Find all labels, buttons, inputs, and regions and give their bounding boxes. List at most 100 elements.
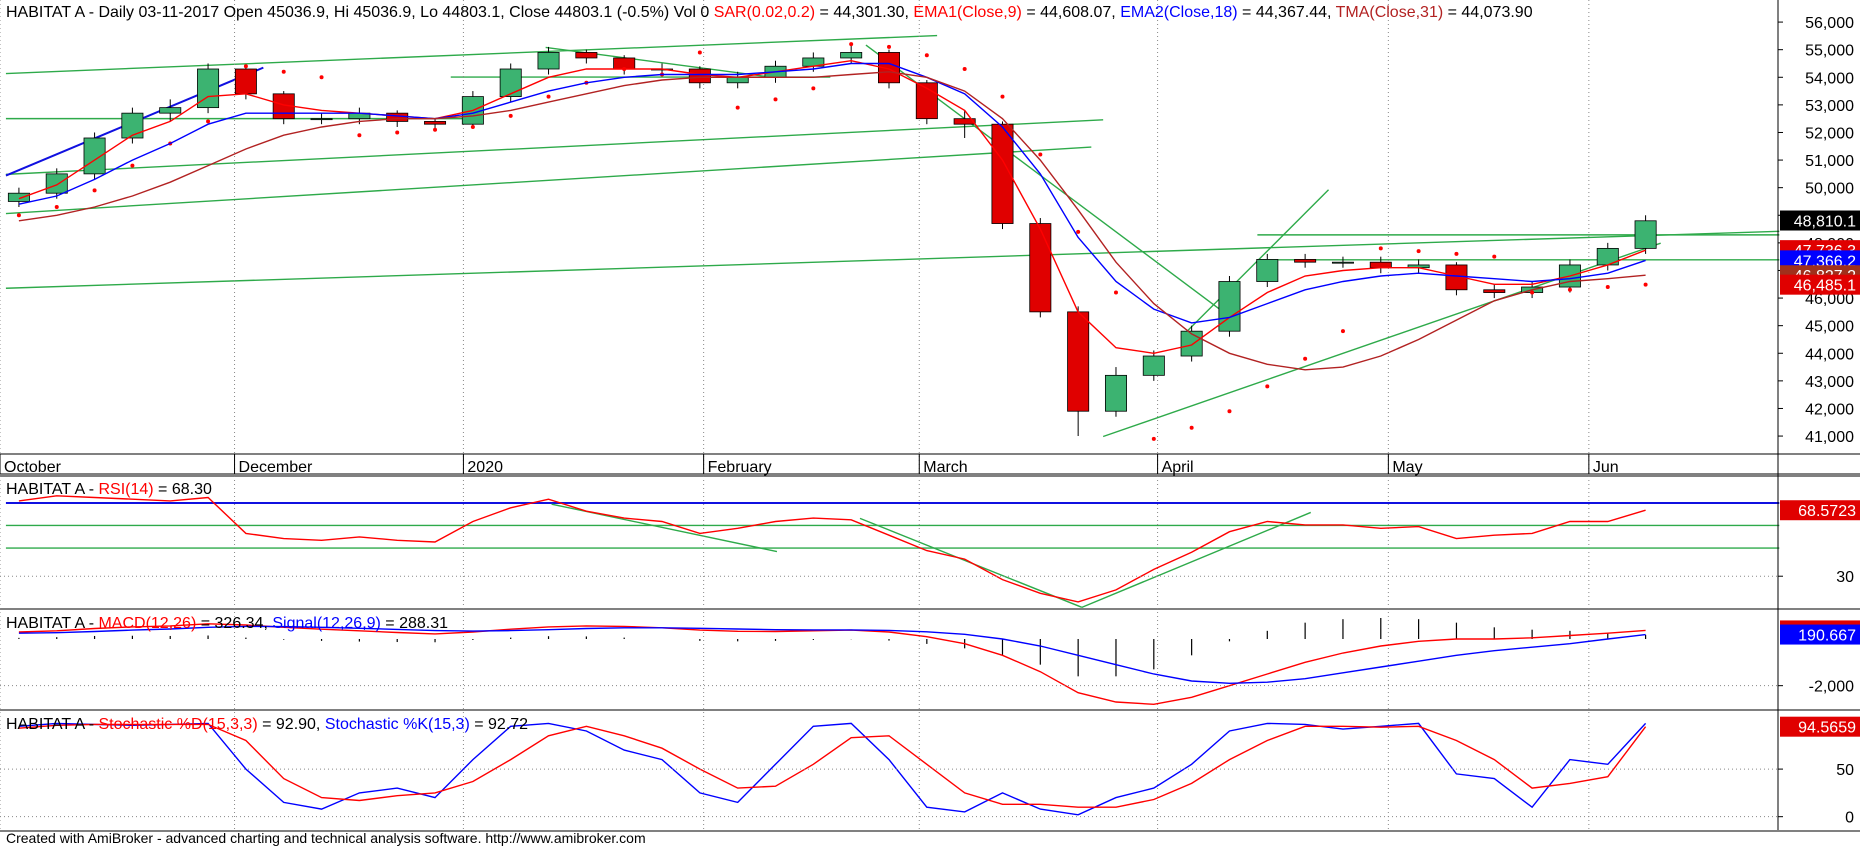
title-part: = 44,073.90 — [1443, 4, 1533, 21]
title-part: MACD(12,26) — [98, 615, 196, 632]
sar-dot — [887, 44, 891, 49]
sar-dot — [92, 188, 97, 193]
sar-dot — [1303, 356, 1308, 361]
y-tick-label: 50,000 — [1805, 181, 1854, 198]
x-tick-label: March — [923, 459, 967, 476]
sar-dot — [1454, 251, 1459, 256]
candle-body — [991, 123, 1014, 224]
panel-title: HABITAT A - Daily 03-11-2017 Open 45036.… — [6, 4, 1533, 21]
sar-dot — [924, 53, 929, 58]
sar-dot — [962, 66, 967, 71]
y-tick-label: 54,000 — [1805, 70, 1854, 87]
candle-body — [121, 112, 144, 139]
panel — [18, 722, 1647, 816]
candle-body — [499, 68, 522, 97]
series-line — [18, 71, 1646, 371]
candle-body — [1294, 259, 1317, 263]
sar-dot — [319, 75, 324, 80]
series-line — [18, 723, 1647, 808]
title-part: = 68.30 — [154, 481, 212, 498]
candle-body — [1180, 330, 1203, 357]
sar-dot — [546, 94, 551, 99]
title-part: = 44,608.07, — [1022, 4, 1120, 21]
value-badge-label: 46,485.1 — [1794, 278, 1856, 295]
sar-dot — [357, 133, 362, 138]
sar-dot — [130, 163, 135, 168]
y-tick-label: 52,000 — [1805, 125, 1854, 142]
candle-body — [575, 52, 598, 59]
sar-dot — [1605, 285, 1610, 290]
x-tick-label: February — [708, 459, 772, 476]
title-part: TMA(Close,31) — [1336, 4, 1444, 21]
sar-dot — [1567, 287, 1572, 292]
candle-body — [1331, 261, 1354, 264]
trend-line — [6, 147, 1091, 213]
candle-body — [159, 107, 182, 114]
candle-body — [83, 137, 106, 175]
series-line — [18, 59, 1646, 355]
y-tick-label: 30 — [1836, 569, 1854, 586]
title-part: RSI(14) — [98, 481, 153, 498]
footer: Created with AmiBroker - advanced charti… — [6, 830, 646, 846]
candle-body — [688, 68, 711, 84]
value-badge-label: 190.667 — [1798, 628, 1856, 645]
candle-body — [1067, 311, 1090, 412]
sar-dot — [281, 69, 286, 74]
trend-line — [6, 36, 937, 74]
title-part: = 92.90, — [258, 716, 325, 733]
series-line — [18, 62, 1646, 324]
value-badge-label: 48,810.1 — [1794, 214, 1856, 231]
y-tick-label: 43,000 — [1805, 374, 1854, 391]
y-tick-label: 46,000 — [1805, 291, 1854, 308]
sar-dot — [735, 105, 740, 110]
x-tick-label: December — [239, 459, 313, 476]
candle-body — [537, 52, 560, 70]
y-tick-label: 44,000 — [1805, 346, 1854, 363]
title-part: = 326.34, — [196, 615, 272, 632]
sar-dot — [1227, 409, 1232, 414]
x-tick-label: October — [4, 459, 62, 476]
panel-title: HABITAT A - Stochastic %D(15,3,3) = 92.9… — [6, 716, 528, 733]
sar-dot — [773, 97, 778, 102]
title-part: HABITAT A - — [6, 481, 98, 498]
x-tick-label: 2020 — [467, 459, 503, 476]
title-part: = 44,301.30, — [815, 4, 913, 21]
candle-body — [1029, 223, 1052, 313]
candle-body — [1218, 281, 1241, 332]
x-tick-label: May — [1392, 459, 1422, 476]
panel-title: HABITAT A - MACD(12,26) = 326.34, Signal… — [6, 615, 448, 632]
candle-body — [45, 173, 68, 194]
candle-body — [1483, 289, 1506, 293]
sar-dot — [1492, 254, 1497, 259]
sar-dot — [470, 124, 475, 129]
sar-dot — [508, 113, 513, 118]
title-part: HABITAT A - Daily 03-11-2017 Open 45036.… — [6, 4, 714, 21]
candle-body — [386, 112, 409, 122]
sar-dot — [1113, 290, 1118, 295]
value-badge-label: 94.5659 — [1798, 720, 1856, 737]
series-line — [18, 495, 1646, 603]
candle-body — [234, 68, 257, 95]
candle-body — [7, 192, 30, 202]
sar-dot — [1340, 329, 1345, 334]
sar-dot — [1151, 436, 1156, 441]
rsi-trend-line — [1082, 512, 1311, 607]
sar-dot — [206, 119, 211, 124]
title-part: HABITAT A - — [6, 615, 98, 632]
sar-dot — [395, 130, 400, 135]
value-badge — [1780, 624, 1860, 645]
trend-line — [6, 231, 1779, 288]
title-part: Signal(12,26,9) — [272, 615, 381, 632]
title-part: = 44,367.44, — [1238, 4, 1336, 21]
y-tick-label: 56,000 — [1805, 15, 1854, 32]
sar-dot — [1530, 290, 1535, 295]
title-part: = 92.72 — [470, 716, 528, 733]
sar-dot — [1416, 249, 1421, 254]
sar-dot — [16, 213, 21, 218]
candle-body — [1634, 220, 1657, 249]
candle-body — [1256, 259, 1279, 282]
value-badge — [1780, 500, 1860, 521]
sar-dot — [433, 127, 438, 132]
